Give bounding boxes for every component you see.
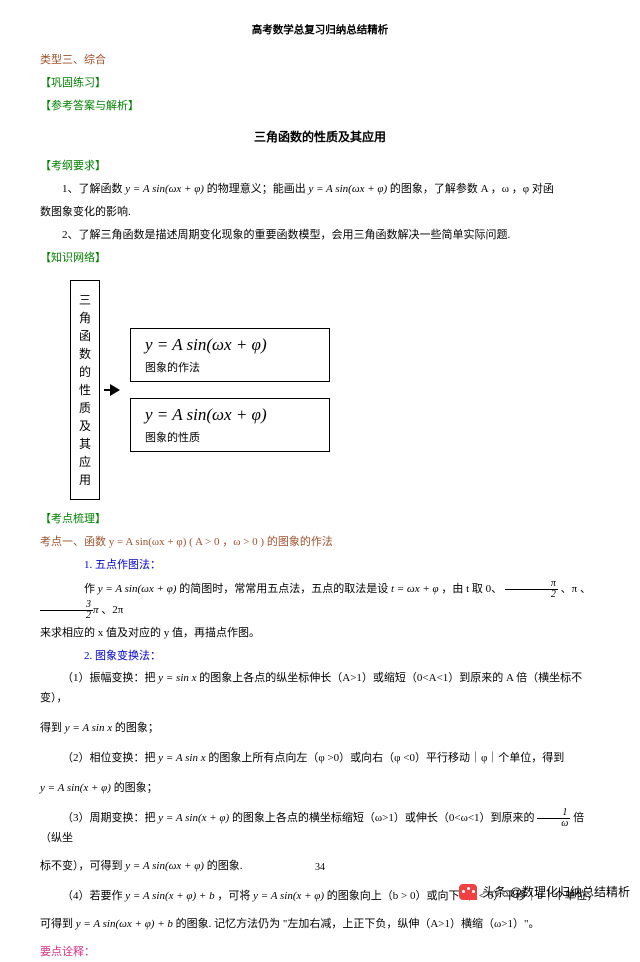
formula: y = A sin(ωx + φ) <box>98 583 177 595</box>
type3-heading: 类型三、综合 <box>40 51 600 71</box>
text: （2）相位变换：把 <box>62 752 158 764</box>
p4-line1: （3）周期变换：把 y = A sin(x + φ) 的图象上各点的横坐标缩短（… <box>40 808 600 849</box>
text: 的图象上各点的横坐标缩短（ω>1）或伸长（0<ω<1）到原来的 <box>232 812 537 824</box>
formula: y = A sin(ωx + φ) <box>125 183 204 195</box>
yaodian-heading: 要点诠释： <box>40 943 600 962</box>
text: ，由 t 取 0、 <box>441 583 502 595</box>
network-heading: 【知识网络】 <box>40 249 600 269</box>
outline-p1b: 数图象变化的影响. <box>40 203 600 223</box>
fraction: 1ω <box>537 808 570 829</box>
text: 、π 、 <box>561 583 591 595</box>
vline: 其应 <box>77 435 93 471</box>
p3-line2: y = A sin(x + φ) 的图象； <box>40 779 600 799</box>
diagram-box1: y = A sin(ωx + φ) 图象的作法 <box>130 328 330 382</box>
vline: 用 <box>77 471 93 489</box>
main-title: 三角函数的性质及其应用 <box>40 128 600 145</box>
text: 的简图时，常常用五点法，五点的取法是设 <box>179 583 391 595</box>
knowledge-diagram: 三角 函数 的性 质及 其应 用 y = A sin(ωx + φ) 图象的作法… <box>70 280 600 500</box>
pi: π <box>93 604 99 616</box>
p2-line1: （1）振幅变换：把 y = sin x 的图象上各点的纵坐标伸长（A>1）或缩短… <box>40 669 600 709</box>
text: 可得到 <box>40 918 76 930</box>
text: 的图象上所有点向左（φ >0）或向右（φ <0）平行移动｜φ｜个单位，得到 <box>208 752 564 764</box>
text: 的图象. 记忆方法仍为 "左加右减，上正下负，纵伸（A>1）横缩（ω>1）"。 <box>176 918 540 930</box>
text: 1、了解函数 <box>62 183 125 195</box>
formula: t = ωx + φ <box>391 583 439 595</box>
page-number: 34 <box>0 862 640 873</box>
text: 的图象，了解参数 A ，ω ，φ 对函 <box>390 183 554 195</box>
text: ，可将 <box>217 890 253 902</box>
diagram-left-box: 三角 函数 的性 质及 其应 用 <box>70 280 100 500</box>
text: （3）周期变换：把 <box>62 812 158 824</box>
p1-line1: 作 y = A sin(ωx + φ) 的简图时，常常用五点法，五点的取法是设 … <box>40 579 600 621</box>
p5-line2: 可得到 y = A sin(ωx + φ) + b 的图象. 记忆方法仍为 "左… <box>40 915 600 935</box>
vline: 函数 <box>77 327 93 363</box>
text: 、2π <box>101 604 123 616</box>
vline: 的性 <box>77 363 93 399</box>
formula: y = A sin(ωx + φ) <box>308 183 387 195</box>
answers-heading: 【参考答案与解析】 <box>40 97 600 117</box>
text: （4）若要作 <box>62 890 125 902</box>
fraction: 32 <box>40 600 93 621</box>
outline-p1: 1、了解函数 y = A sin(ωx + φ) 的物理意义；能画出 y = A… <box>40 180 600 200</box>
box-sub: 图象的性质 <box>145 429 315 445</box>
fraction: π2 <box>505 579 558 600</box>
formula: y = sin x <box>158 672 196 684</box>
formula: y = A sin(x + φ) + b <box>125 890 214 902</box>
formula: y = A sin(x + φ) <box>253 890 324 902</box>
vline: 三角 <box>77 291 93 327</box>
outline-p2: 2、了解三角函数是描述周期变化现象的重要函数模型，会用三角函数解决一些简单实际问… <box>40 226 600 246</box>
sub1-heading: 1. 五点作图法： <box>40 556 600 576</box>
p3-line1: （2）相位变换：把 y = A sin x 的图象上所有点向左（φ >0）或向右… <box>40 749 600 769</box>
formula: y = A sin(x + φ) <box>40 782 111 794</box>
diagram-right-col: y = A sin(ωx + φ) 图象的作法 y = A sin(ωx + φ… <box>130 328 330 452</box>
watermark-text: 头条 @数理化归纳总结精析 <box>482 883 630 900</box>
p2-line2: 得到 y = A sin x 的图象； <box>40 719 600 739</box>
formula: y = A sin(x + φ) <box>158 812 229 824</box>
formula: y = A sin(ωx + φ) + b <box>76 918 173 930</box>
box-formula: y = A sin(ωx + φ) <box>145 405 315 425</box>
practice-heading: 【巩固练习】 <box>40 74 600 94</box>
box-formula: y = A sin(ωx + φ) <box>145 335 315 355</box>
formula: y = A sin x <box>158 752 205 764</box>
p1-line2: 来求相应的 x 值及对应的 y 值，再描点作图。 <box>40 624 600 644</box>
doc-header: 高考数学总复习归纳总结精析 <box>40 22 600 37</box>
text: 的图象； <box>114 782 158 794</box>
text: 得到 <box>40 722 65 734</box>
watermark: 头条 @数理化归纳总结精析 <box>459 883 630 900</box>
text: （1）振幅变换：把 <box>62 672 158 684</box>
vline: 质及 <box>77 399 93 435</box>
outline-heading: 【考纲要求】 <box>40 157 600 177</box>
box-sub: 图象的作法 <box>145 359 315 375</box>
kaodian-heading: 【考点梳理】 <box>40 510 600 530</box>
formula: y = A sin x <box>65 722 112 734</box>
sub2-heading: 2. 图象变换法： <box>40 647 600 667</box>
diagram-box2: y = A sin(ωx + φ) 图象的性质 <box>130 398 330 452</box>
arrow-icon <box>110 384 120 396</box>
diagram-arrow <box>110 330 120 450</box>
text: 作 <box>84 583 98 595</box>
text: 的图象； <box>115 722 159 734</box>
watermark-icon <box>459 884 477 900</box>
kd1-title: 考点一、函数 y = A sin(ωx + φ) ( A > 0 ，ω > 0 … <box>40 533 600 553</box>
text: 的物理意义；能画出 <box>207 183 309 195</box>
